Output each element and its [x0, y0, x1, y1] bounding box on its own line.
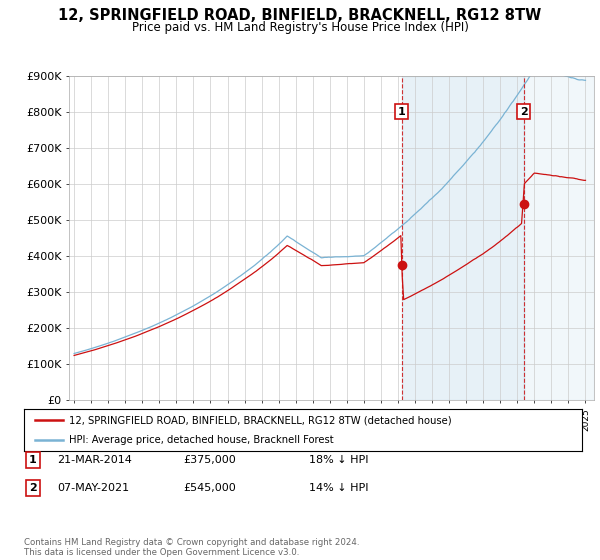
Text: 14% ↓ HPI: 14% ↓ HPI	[309, 483, 368, 493]
Text: 2: 2	[520, 107, 527, 116]
Bar	[524, 76, 594, 400]
Text: 21-MAR-2014: 21-MAR-2014	[57, 455, 132, 465]
Text: Price paid vs. HM Land Registry's House Price Index (HPI): Price paid vs. HM Land Registry's House …	[131, 21, 469, 34]
Text: £375,000: £375,000	[183, 455, 236, 465]
Text: 12, SPRINGFIELD ROAD, BINFIELD, BRACKNELL, RG12 8TW (detached house): 12, SPRINGFIELD ROAD, BINFIELD, BRACKNEL…	[68, 415, 451, 425]
Text: 12, SPRINGFIELD ROAD, BINFIELD, BRACKNELL, RG12 8TW: 12, SPRINGFIELD ROAD, BINFIELD, BRACKNEL…	[58, 8, 542, 24]
Text: Contains HM Land Registry data © Crown copyright and database right 2024.
This d: Contains HM Land Registry data © Crown c…	[24, 538, 359, 557]
Text: HPI: Average price, detached house, Bracknell Forest: HPI: Average price, detached house, Brac…	[68, 435, 333, 445]
Text: 1: 1	[398, 107, 406, 116]
Text: £545,000: £545,000	[183, 483, 236, 493]
Bar	[401, 76, 524, 400]
Text: 1: 1	[29, 455, 37, 465]
Text: 18% ↓ HPI: 18% ↓ HPI	[309, 455, 368, 465]
Text: 2: 2	[29, 483, 37, 493]
Text: 07-MAY-2021: 07-MAY-2021	[57, 483, 129, 493]
